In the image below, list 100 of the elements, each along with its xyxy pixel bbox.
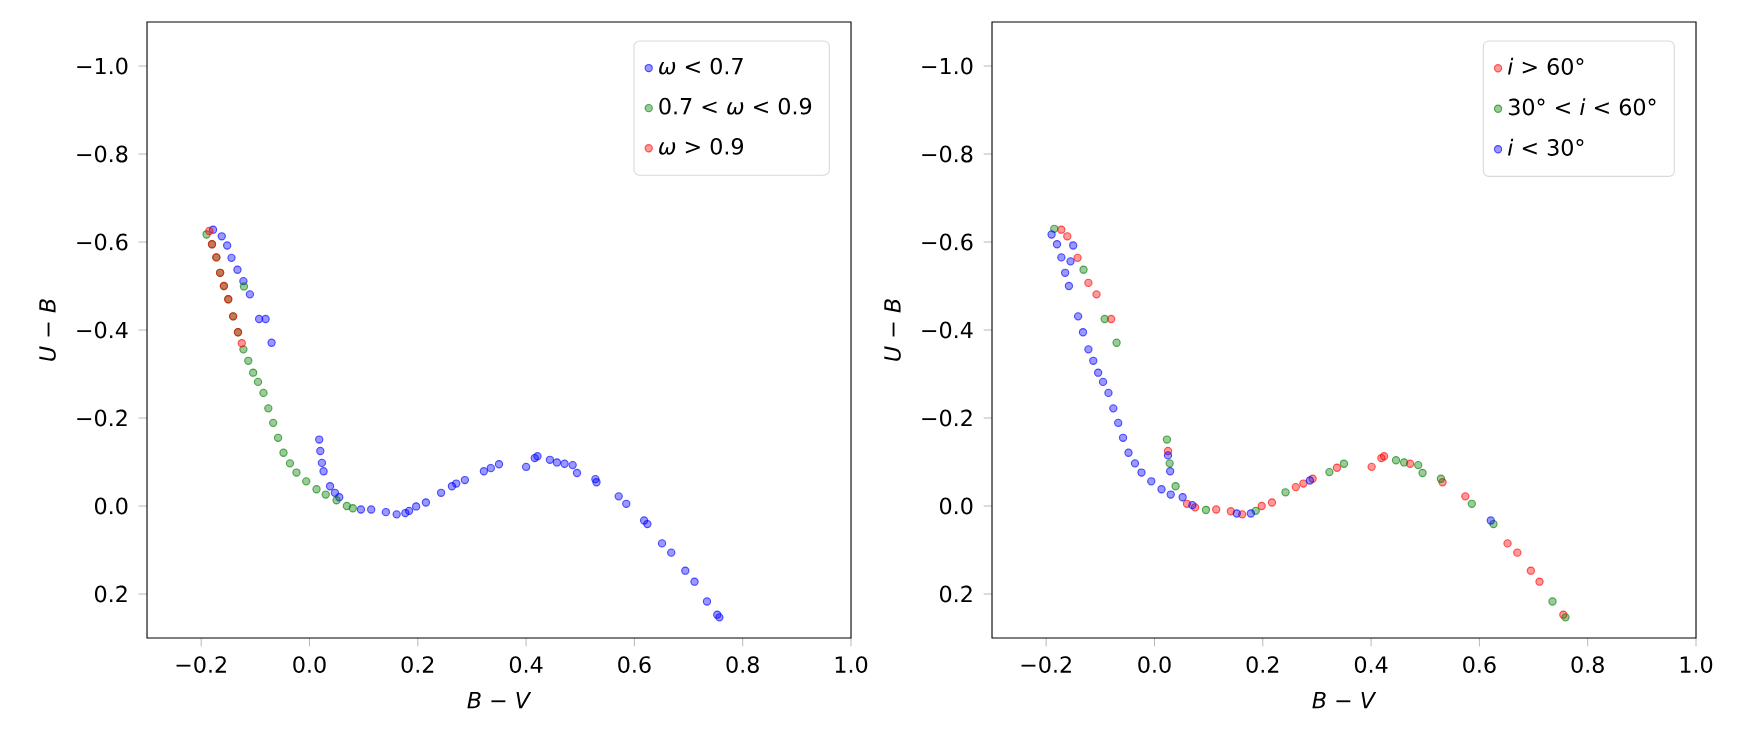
point [1084,278,1093,288]
point [545,455,555,464]
point [1339,459,1349,468]
point [452,479,461,488]
point [1414,460,1423,470]
point [1089,356,1098,365]
point [1104,388,1113,398]
point [1073,312,1083,321]
point [1232,509,1241,518]
point [1114,418,1123,428]
point [245,290,255,299]
point [1165,459,1174,468]
point [237,339,246,348]
point [279,448,288,457]
y-tick-label: −0.2 [922,409,972,427]
point [421,498,431,507]
point [1166,467,1175,476]
y-tick-label: −0.4 [922,321,973,339]
point [285,459,295,468]
point [1130,459,1140,468]
point [319,467,328,476]
x-tick-label: 0.6 [1463,656,1496,673]
point [1325,467,1334,477]
point [205,226,214,236]
point [1461,492,1470,501]
legend-label: ω > 0.9 [659,137,744,155]
y-tick-label: 0.0 [940,497,973,515]
point [1178,493,1187,502]
point [1137,468,1146,477]
point [1109,404,1118,413]
point [1084,345,1093,354]
point [1063,232,1072,241]
point [1212,505,1221,514]
point [460,475,470,485]
point [1201,505,1211,515]
point [302,477,311,486]
point [325,482,335,491]
legend-label: i < 30° [1508,138,1584,156]
point [1064,281,1074,291]
point [267,338,276,347]
y-tick-label: −0.8 [922,145,973,163]
point [264,404,273,413]
x-tick-label: −0.2 [1021,656,1071,673]
point [568,460,577,470]
point [316,446,325,456]
point [1069,241,1078,250]
point [222,241,232,250]
point [1098,377,1108,387]
point [259,388,268,398]
point [1299,479,1308,488]
y-tick-label: −0.4 [77,321,128,339]
point [217,232,226,241]
point [1548,597,1557,606]
point [1163,451,1173,460]
point [1057,253,1066,262]
point [1436,474,1446,483]
point [1078,328,1088,337]
point [253,377,263,387]
x-tick-label: 0.4 [1354,656,1388,673]
point [1124,448,1133,457]
point [312,485,321,494]
x-tick-label: 0.8 [1571,656,1604,673]
point [321,490,330,499]
point [404,506,414,516]
point [392,510,401,519]
point [1467,499,1476,508]
point [667,548,676,557]
point [1291,482,1300,492]
y-tick-label: −0.2 [77,409,127,427]
point [1267,498,1277,507]
point [486,464,496,473]
point [1157,485,1166,494]
y-tick-label: 0.0 [95,497,128,515]
point [1281,488,1290,497]
y-tick-label: −1.0 [77,57,128,75]
x-tick-label: −0.2 [176,656,226,673]
point [227,253,236,263]
point [1092,290,1101,299]
point [1112,338,1121,347]
point [657,539,667,548]
y-tick-label: −0.6 [77,233,128,251]
point [1073,253,1082,263]
point [239,282,249,291]
x-tick-label: 0.8 [726,656,759,673]
legend-label: ω < 0.7 [659,57,743,75]
point [1047,230,1056,239]
point [348,504,357,513]
x-tick-label: 0.0 [293,656,326,673]
y-tick-label: −1.0 [922,57,973,75]
point [1486,516,1495,525]
y-axis-title: U − B [39,299,56,361]
legend-label: i > 60° [1508,57,1584,75]
point [1171,482,1180,491]
point [1162,435,1172,444]
point [1367,462,1376,472]
point [317,458,327,468]
point [233,265,242,274]
y-axis-title: U − B [884,299,901,361]
point [1066,257,1075,266]
point [248,368,258,377]
